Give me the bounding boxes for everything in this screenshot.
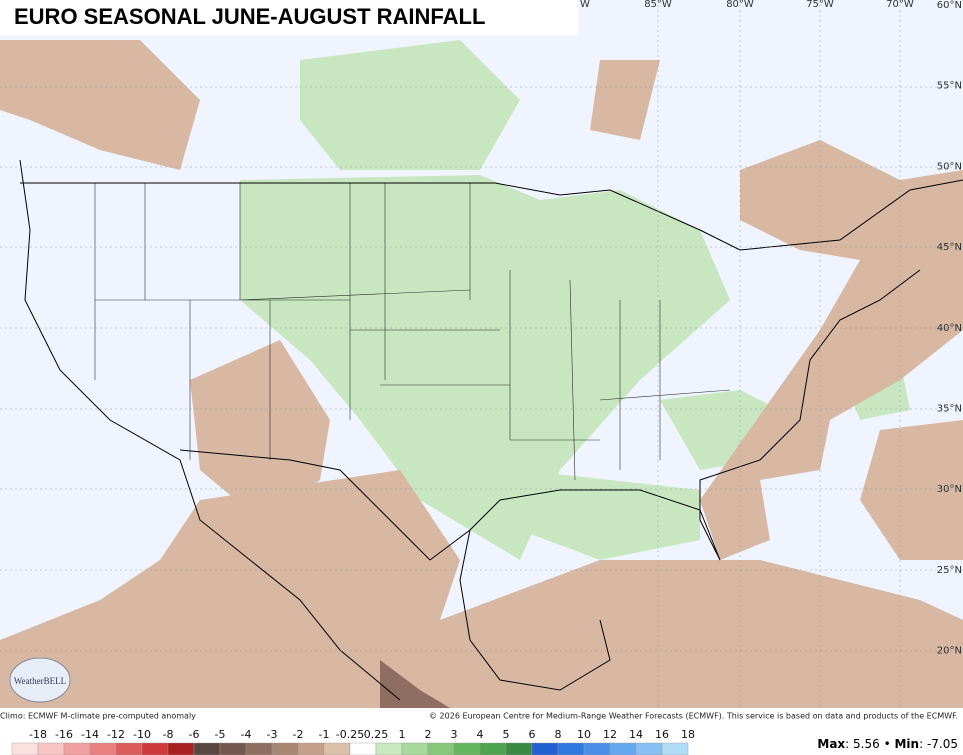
- footer-right: © 2026 European Centre for Medium-Range …: [429, 712, 958, 721]
- colorbar-label: 4: [477, 728, 484, 741]
- colorbar-label: 1: [399, 728, 406, 741]
- colorbar-label: 8: [555, 728, 562, 741]
- lat-label: 50°N: [937, 161, 962, 172]
- colorbar-swatch: [557, 742, 585, 755]
- colorbar-label: -2: [293, 728, 304, 741]
- colorbar-swatch: [583, 742, 611, 755]
- colorbar-swatch: [661, 742, 689, 755]
- colorbar-label: -16: [55, 728, 73, 741]
- colorbar-label: -6: [189, 728, 200, 741]
- colorbar-label: 12: [603, 728, 617, 741]
- lon-label: 80°W: [726, 0, 754, 10]
- title: EURO SEASONAL JUNE-AUGUST RAINFALL: [14, 4, 485, 29]
- lon-label: 75°W: [806, 0, 834, 10]
- lat-label: 40°N: [937, 323, 962, 334]
- colorbar-label: 0.25: [364, 728, 389, 741]
- colorbar-label: 3: [451, 728, 458, 741]
- colorbar-label: -14: [81, 728, 99, 741]
- colorbar-swatch: [609, 742, 637, 755]
- colorbar-label: -8: [163, 728, 174, 741]
- colorbar-swatch: [193, 742, 221, 755]
- colorbar-swatch: [323, 742, 351, 755]
- colorbar-label: 18: [681, 728, 695, 741]
- colorbar-label: 16: [655, 728, 669, 741]
- logo: WeatherBELL: [14, 676, 66, 686]
- colorbar-label: -5: [215, 728, 226, 741]
- colorbar-swatch: [505, 742, 533, 755]
- colorbar-swatch: [11, 742, 39, 755]
- colorbar-swatch: [115, 742, 143, 755]
- max-label: Max: [817, 737, 845, 751]
- colorbar-swatch: [271, 742, 299, 755]
- colorbar-swatch: [141, 742, 169, 755]
- colorbar-label: -4: [241, 728, 252, 741]
- colorbar-label: 2: [425, 728, 432, 741]
- lat-label: 25°N: [937, 565, 962, 576]
- colorbar-label: 10: [577, 728, 591, 741]
- lon-label: 70°W: [886, 0, 914, 10]
- colorbar-swatch: [479, 742, 507, 755]
- stats: Max: 5.56 • Min: -7.05: [817, 737, 958, 751]
- map: [0, 0, 963, 722]
- colorbar-swatch: [219, 742, 247, 755]
- colorbar-label: -0.25: [336, 728, 364, 741]
- colorbar-swatch: [37, 742, 65, 755]
- lat-label: 60°N: [937, 0, 962, 11]
- colorbar-swatch: [349, 742, 377, 755]
- colorbar-swatch: [427, 742, 455, 755]
- colorbar-label: -3: [267, 728, 278, 741]
- lon-label: W: [580, 0, 590, 10]
- lat-label: 55°N: [937, 81, 962, 92]
- min-label: Min: [894, 737, 919, 751]
- colorbar-label: -12: [107, 728, 125, 741]
- colorbar-label: -1: [319, 728, 330, 741]
- colorbar-label: 5: [503, 728, 510, 741]
- colorbar-swatch: [245, 742, 273, 755]
- lat-label: 30°N: [937, 484, 962, 495]
- min-value: -7.05: [927, 737, 958, 751]
- colorbar-label: 6: [529, 728, 536, 741]
- colorbar-swatch: [297, 742, 325, 755]
- colorbar-swatch: [531, 742, 559, 755]
- lat-label: 35°N: [937, 404, 962, 415]
- colorbar-swatch: [375, 742, 403, 755]
- colorbar-label: -18: [29, 728, 47, 741]
- colorbar-label: -10: [133, 728, 151, 741]
- lat-label: 20°N: [937, 646, 962, 657]
- colorbar-label: 14: [629, 728, 643, 741]
- colorbar-swatch: [63, 742, 91, 755]
- lat-label: 45°N: [937, 242, 962, 253]
- colorbar-swatch: [167, 742, 195, 755]
- colorbar-swatch: [453, 742, 481, 755]
- colorbar-swatch: [89, 742, 117, 755]
- max-value: 5.56: [853, 737, 880, 751]
- lon-label: 85°W: [644, 0, 672, 10]
- colorbar-swatch: [401, 742, 429, 755]
- footer-left: Climo: ECMWF M-climate pre-computed anom…: [0, 712, 196, 721]
- colorbar-swatch: [635, 742, 663, 755]
